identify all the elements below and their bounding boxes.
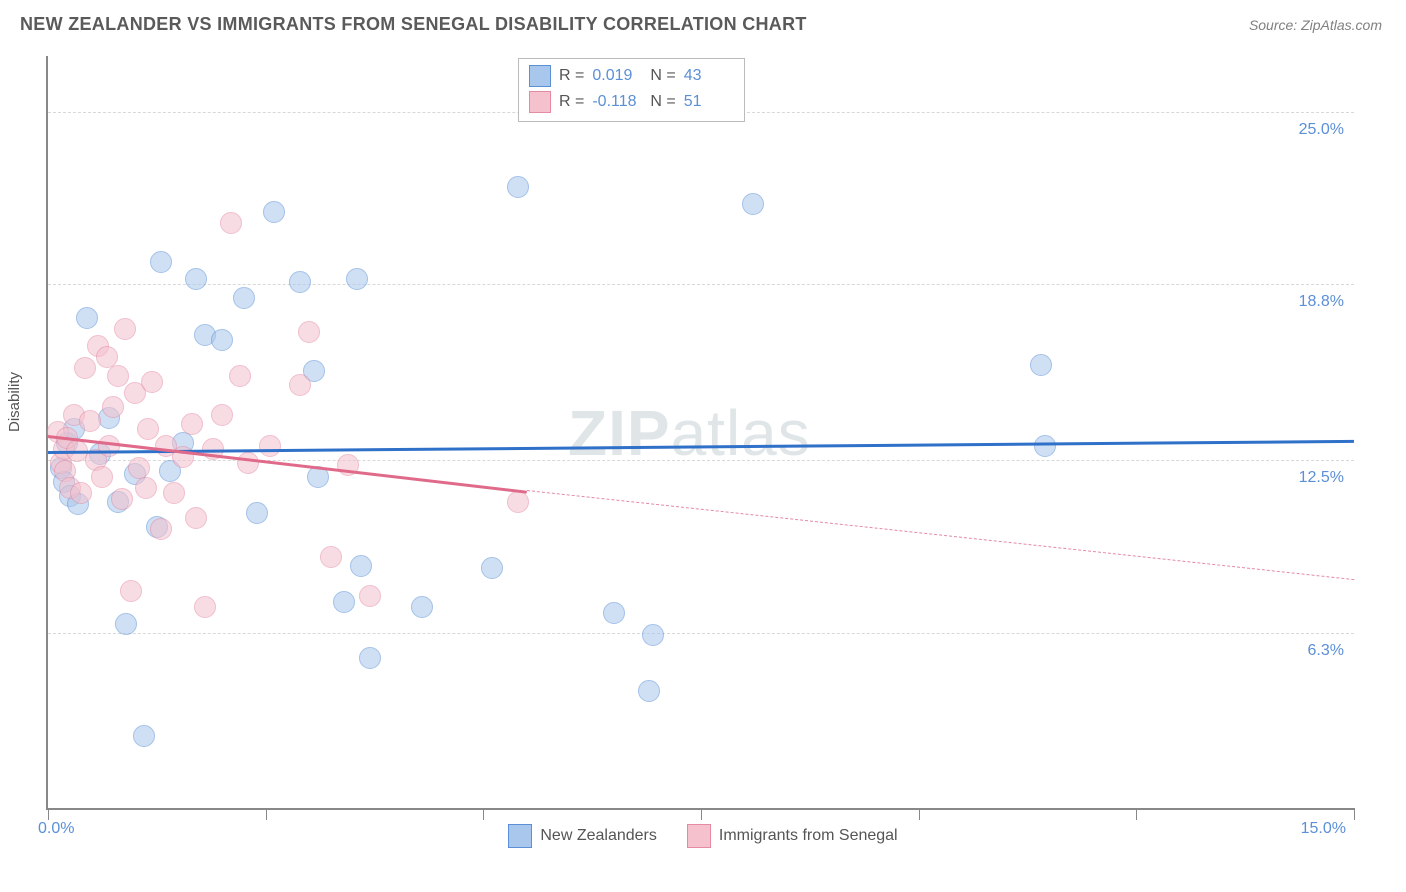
x-tick: [919, 808, 920, 820]
data-point: [263, 201, 285, 223]
data-point: [185, 507, 207, 529]
chart-header: NEW ZEALANDER VS IMMIGRANTS FROM SENEGAL…: [0, 0, 1406, 43]
trend-line: [48, 435, 527, 493]
data-point: [246, 502, 268, 524]
data-point: [229, 365, 251, 387]
data-point: [481, 557, 503, 579]
legend-row: R = 0.019 N = 43: [529, 63, 734, 89]
y-axis-label: Disability: [6, 372, 23, 432]
data-point: [603, 602, 625, 624]
data-point: [185, 268, 207, 290]
data-point: [135, 477, 157, 499]
legend-swatch: [687, 824, 711, 848]
y-tick-label: 6.3%: [1308, 642, 1344, 660]
data-point: [346, 268, 368, 290]
data-point: [141, 371, 163, 393]
data-point: [150, 518, 172, 540]
data-point: [411, 596, 433, 618]
legend-item: Immigrants from Senegal: [687, 824, 898, 848]
data-point: [507, 176, 529, 198]
data-point: [91, 466, 113, 488]
legend-label: Immigrants from Senegal: [719, 827, 898, 845]
gridline: [48, 633, 1354, 634]
gridline: [48, 284, 1354, 285]
legend-swatch: [529, 65, 551, 87]
data-point: [70, 482, 92, 504]
r-label: R =: [559, 67, 584, 85]
data-point: [102, 396, 124, 418]
data-point: [74, 357, 96, 379]
chart-title: NEW ZEALANDER VS IMMIGRANTS FROM SENEGAL…: [20, 14, 807, 35]
x-tick: [1136, 808, 1137, 820]
data-point: [163, 482, 185, 504]
y-tick-label: 12.5%: [1299, 469, 1344, 487]
data-point: [1030, 354, 1052, 376]
data-point: [642, 624, 664, 646]
y-tick-label: 18.8%: [1299, 293, 1344, 311]
data-point: [289, 374, 311, 396]
y-tick-label: 25.0%: [1299, 121, 1344, 139]
data-point: [220, 212, 242, 234]
x-tick: [266, 808, 267, 820]
data-point: [638, 680, 660, 702]
n-label: N =: [650, 67, 675, 85]
legend-label: New Zealanders: [540, 827, 657, 845]
data-point: [114, 318, 136, 340]
correlation-legend: R = 0.019 N = 43 R = -0.118 N = 51: [518, 58, 745, 122]
data-point: [137, 418, 159, 440]
data-point: [211, 404, 233, 426]
r-label: R =: [559, 93, 584, 111]
data-point: [289, 271, 311, 293]
data-point: [181, 413, 203, 435]
data-point: [150, 251, 172, 273]
data-point: [233, 287, 255, 309]
legend-swatch: [529, 91, 551, 113]
data-point: [742, 193, 764, 215]
data-point: [79, 410, 101, 432]
data-point: [350, 555, 372, 577]
chart-source: Source: ZipAtlas.com: [1249, 17, 1382, 33]
x-tick: [701, 808, 702, 820]
data-point: [76, 307, 98, 329]
legend-swatch: [508, 824, 532, 848]
plot-area: ZIPatlas 6.3%12.5%18.8%25.0%R =0.019N =4…: [46, 56, 1354, 810]
data-point: [359, 585, 381, 607]
series-legend: New Zealanders Immigrants from Senegal: [0, 824, 1406, 848]
data-point: [107, 365, 129, 387]
data-point: [211, 329, 233, 351]
n-label: N =: [650, 93, 675, 111]
trend-line: [527, 490, 1354, 580]
x-tick: [48, 808, 49, 820]
data-point: [507, 491, 529, 513]
data-point: [120, 580, 142, 602]
legend-item: New Zealanders: [508, 824, 657, 848]
data-point: [359, 647, 381, 669]
data-point: [194, 596, 216, 618]
n-value: 43: [684, 67, 734, 85]
data-point: [259, 435, 281, 457]
data-point: [298, 321, 320, 343]
r-value: -0.118: [592, 93, 642, 111]
data-point: [115, 613, 137, 635]
data-point: [237, 452, 259, 474]
data-point: [320, 546, 342, 568]
data-point: [1034, 435, 1056, 457]
legend-row: R = -0.118 N = 51: [529, 89, 734, 115]
data-point: [98, 435, 120, 457]
data-point: [111, 488, 133, 510]
data-point: [133, 725, 155, 747]
data-point: [333, 591, 355, 613]
x-tick: [1354, 808, 1355, 820]
r-value: 0.019: [592, 67, 642, 85]
n-value: 51: [684, 93, 734, 111]
x-tick: [483, 808, 484, 820]
